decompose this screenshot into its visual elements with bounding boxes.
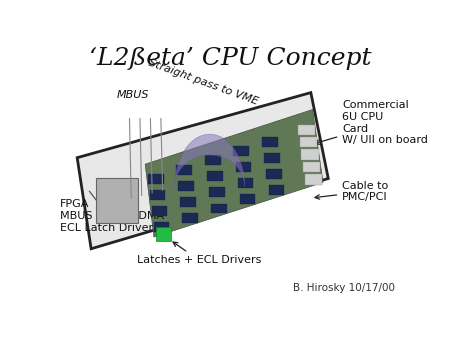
Text: B. Hirosky 10/17/00: B. Hirosky 10/17/00: [292, 283, 395, 293]
Bar: [209, 188, 225, 197]
Text: MBUS: MBUS: [117, 91, 149, 100]
Bar: [238, 178, 253, 188]
Text: Commercial
6U CPU
Card
W/ UII on board: Commercial 6U CPU Card W/ UII on board: [315, 100, 428, 145]
Polygon shape: [175, 134, 245, 186]
Bar: [235, 162, 251, 172]
Bar: [302, 149, 319, 160]
Polygon shape: [77, 93, 328, 249]
Bar: [207, 171, 223, 181]
Bar: [152, 206, 167, 216]
Text: FPGA
MBUS P I/O + DMA
ECL Latch Driver: FPGA MBUS P I/O + DMA ECL Latch Driver: [60, 199, 164, 233]
Bar: [298, 125, 315, 135]
Bar: [269, 185, 284, 195]
Bar: [182, 213, 198, 223]
Bar: [153, 222, 169, 232]
Bar: [178, 181, 194, 191]
Text: Latches + ECL Drivers: Latches + ECL Drivers: [137, 242, 261, 265]
Bar: [176, 165, 192, 175]
Bar: [300, 137, 317, 147]
Bar: [240, 194, 256, 204]
Bar: [211, 203, 227, 213]
Bar: [148, 174, 163, 184]
Bar: [180, 197, 196, 207]
Text: Cable to
PMC/PCI: Cable to PMC/PCI: [315, 181, 388, 202]
Bar: [96, 178, 138, 223]
Bar: [303, 162, 320, 172]
Text: ‘L2ßeta’ CPU Concept: ‘L2ßeta’ CPU Concept: [90, 47, 372, 70]
Bar: [262, 137, 278, 147]
Bar: [156, 227, 171, 241]
Polygon shape: [145, 110, 323, 237]
Bar: [234, 146, 249, 156]
Bar: [150, 190, 166, 200]
Text: Straight pass to VME: Straight pass to VME: [147, 58, 259, 107]
Bar: [264, 153, 280, 163]
Bar: [266, 169, 282, 179]
Bar: [205, 155, 220, 165]
Bar: [305, 174, 322, 185]
